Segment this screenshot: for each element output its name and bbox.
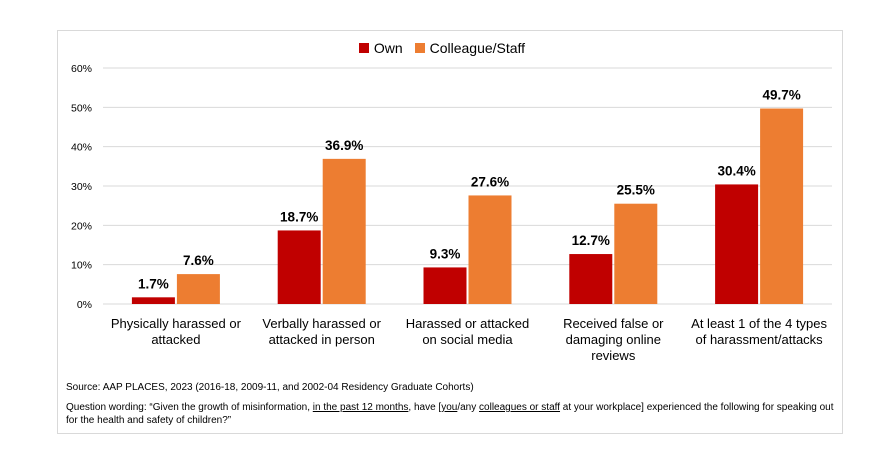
question-text-2: , have [ [408, 402, 442, 413]
legend-item-own: Own [358, 40, 403, 56]
y-tick-label: 60% [71, 63, 92, 75]
x-category-label-line: Physically harassed or [110, 316, 241, 331]
legend-swatch-colleague-staff [414, 43, 425, 53]
x-category-label-line: reviews [591, 348, 636, 363]
bar-own [423, 267, 467, 304]
y-tick-label: 50% [71, 102, 92, 114]
data-label: 30.4% [717, 163, 755, 178]
question-text-1: Question wording: “Given the growth of m… [66, 402, 313, 413]
source-note: Source: AAP PLACES, 2023 (2016-18, 2009-… [66, 382, 474, 393]
x-category-label-line: Received false or [563, 316, 664, 331]
legend-label-own: Own [373, 40, 403, 56]
x-category-label-line: Verbally harassed or [262, 316, 381, 331]
y-tick-label: 40% [71, 142, 92, 154]
data-label: 49.7% [762, 88, 800, 103]
bar-colleague-staff [468, 195, 512, 304]
data-label: 18.7% [280, 209, 318, 224]
legend-swatch-own [358, 43, 369, 53]
legend: Own Colleague/Staff [0, 40, 884, 56]
question-wording: Question wording: “Given the growth of m… [66, 401, 836, 427]
chart-frame [57, 30, 843, 434]
question-text-3: /any [457, 402, 480, 413]
y-tick-label: 10% [71, 260, 92, 272]
x-category-label-line: of harassment/attacks [695, 332, 823, 347]
x-category-label-line: on social media [422, 332, 513, 347]
data-label: 36.9% [325, 138, 363, 153]
question-underline-colleagues: colleagues or staff [479, 402, 561, 413]
bar-colleague-staff [322, 158, 366, 304]
x-category-label: At least 1 of the 4 types of harassment/a… [689, 316, 829, 348]
question-underline-period: in the past 12 months [312, 402, 409, 413]
x-category-label-line: attacked in person [268, 332, 375, 347]
data-label: 1.7% [138, 276, 169, 291]
x-category-label: Harassed or attacked on social media [398, 316, 538, 348]
x-category-label-line: attacked [151, 332, 201, 347]
data-label: 25.5% [617, 183, 655, 198]
data-label: 7.6% [183, 253, 214, 268]
y-tick-label: 20% [71, 220, 92, 232]
data-label: 9.3% [430, 246, 461, 261]
data-label: 27.6% [471, 174, 509, 189]
data-label: 12.7% [572, 233, 610, 248]
bar-own [131, 297, 175, 304]
bar-colleague-staff [176, 274, 220, 304]
x-category-label-line: damaging online [565, 332, 661, 347]
bar-own [715, 184, 759, 304]
bar-colleague-staff [614, 203, 658, 304]
legend-item-colleague-staff: Colleague/Staff [414, 40, 526, 56]
question-text-4: at your workplace] experienced the follo… [66, 402, 834, 426]
x-category-label: Verbally harassed or attacked in person [252, 316, 392, 348]
x-category-label: Received false or damaging online reviews [543, 316, 683, 364]
bar-own [569, 254, 613, 304]
legend-label-colleague-staff: Colleague/Staff [429, 40, 526, 56]
y-tick-label: 0% [77, 299, 92, 311]
x-category-label: Physically harassed or attacked [106, 316, 246, 348]
question-underline-you: you [441, 402, 458, 413]
x-category-label-line: At least 1 of the 4 types [691, 316, 828, 331]
y-tick-label: 30% [71, 181, 92, 193]
bar-colleague-staff [760, 108, 804, 304]
x-category-label-line: Harassed or attacked [405, 316, 530, 331]
bar-own [277, 230, 321, 304]
